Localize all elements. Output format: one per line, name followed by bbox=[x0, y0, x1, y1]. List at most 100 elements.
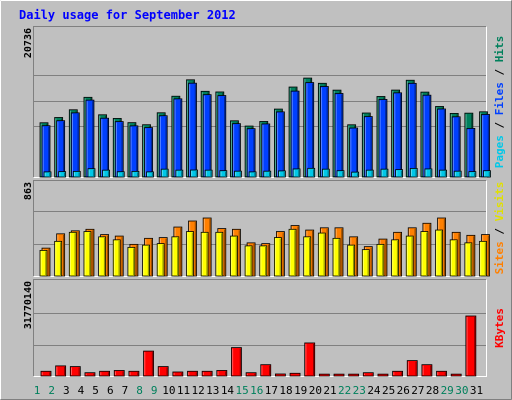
bar-middle-sites-day-19 bbox=[303, 236, 312, 277]
day-4-middle-bars bbox=[83, 228, 95, 277]
bar-top-files-day-24 bbox=[378, 99, 388, 178]
day-20-middle-bars bbox=[317, 227, 329, 277]
bar-bottom-kbytes-day-19 bbox=[304, 342, 316, 377]
bar-middle-sites-day-25-fill bbox=[391, 239, 400, 277]
bar-middle-sites-day-11-fill bbox=[186, 231, 194, 277]
x-tick-label-29: 29 bbox=[441, 384, 454, 397]
day-18-top-bars bbox=[288, 86, 301, 178]
bar-bottom-kbytes-day-3 bbox=[69, 366, 81, 377]
day-17-bottom-bars bbox=[274, 373, 286, 377]
bar-middle-sites-day-2 bbox=[54, 240, 63, 277]
bar-top-files-day-31 bbox=[481, 114, 490, 178]
bar-bottom-kbytes-day-16 bbox=[260, 364, 272, 377]
bar-top-files-day-25 bbox=[393, 92, 403, 178]
x-tick-label-6: 6 bbox=[107, 384, 114, 397]
bar-middle-sites-day-17 bbox=[273, 237, 282, 277]
bar-middle-sites-day-4-fill bbox=[83, 231, 92, 277]
bar-top-files-day-2 bbox=[56, 120, 66, 178]
bar-middle-sites-day-24-fill bbox=[376, 243, 385, 277]
day-6-bottom-bars bbox=[113, 370, 125, 377]
bar-middle-sites-day-26 bbox=[405, 235, 414, 277]
bar-bottom-kbytes-day-17-fill bbox=[274, 373, 286, 377]
day-1-bottom-bars bbox=[40, 370, 52, 377]
bar-middle-sites-day-30-fill bbox=[464, 242, 473, 277]
panel-top-bevel-light bbox=[33, 26, 487, 178]
bar-middle-sites-day-18 bbox=[288, 228, 297, 277]
day-3-top-bars bbox=[68, 109, 81, 178]
bar-top-pages-day-17-fill bbox=[277, 170, 286, 178]
bar-bottom-kbytes-day-15-fill bbox=[245, 372, 257, 377]
bar-bottom-kbytes-day-29 bbox=[450, 373, 462, 377]
bar-top-pages-day-7-fill bbox=[131, 170, 140, 178]
bar-top-pages-day-7 bbox=[131, 170, 140, 178]
panel-middle-ylabel-part-2: Visits bbox=[493, 182, 506, 222]
bar-bottom-kbytes-day-22 bbox=[348, 373, 360, 377]
panel-top-ylabel-part-0: Pages bbox=[493, 135, 506, 168]
bar-bottom-kbytes-day-26 bbox=[406, 360, 418, 377]
bar-middle-sites-day-20 bbox=[317, 232, 326, 277]
bar-middle-sites-day-4 bbox=[83, 231, 92, 277]
bar-middle-sites-day-10 bbox=[171, 236, 180, 277]
bar-bottom-kbytes-day-25 bbox=[392, 370, 404, 377]
day-30-bottom-bars bbox=[465, 315, 477, 377]
bar-bottom-kbytes-day-13 bbox=[216, 370, 228, 377]
day-8-bottom-bars bbox=[143, 350, 154, 377]
bar-middle-sites-day-1 bbox=[39, 249, 48, 277]
bar-top-pages-day-26 bbox=[409, 168, 418, 178]
bar-bottom-kbytes-day-9-fill bbox=[157, 366, 169, 377]
bar-top-pages-day-19-fill bbox=[307, 167, 316, 178]
bar-middle-sites-day-17-fill bbox=[273, 237, 282, 277]
bar-bottom-kbytes-day-25-fill bbox=[392, 370, 404, 377]
bar-top-pages-day-20 bbox=[321, 168, 330, 178]
bar-middle-sites-day-24 bbox=[376, 243, 385, 277]
day-19-bottom-bars bbox=[304, 342, 316, 377]
bar-middle-sites-day-14 bbox=[230, 235, 238, 277]
x-tick-label-18: 18 bbox=[279, 384, 292, 397]
day-20-bottom-bars bbox=[318, 373, 330, 377]
bar-top-pages-day-15-fill bbox=[248, 171, 257, 178]
x-tick-label-1: 1 bbox=[34, 384, 41, 397]
bar-bottom-kbytes-day-6 bbox=[113, 370, 125, 377]
day-31-top-bars bbox=[479, 111, 491, 178]
bar-middle-sites-day-15 bbox=[244, 245, 253, 277]
bar-bottom-kbytes-day-30 bbox=[465, 315, 477, 377]
day-25-bottom-bars bbox=[392, 370, 404, 377]
bar-top-pages-day-15 bbox=[248, 171, 257, 178]
bar-top-pages-day-4 bbox=[87, 168, 96, 178]
bar-top-pages-day-28 bbox=[439, 169, 447, 178]
day-9-bottom-bars bbox=[157, 366, 169, 377]
x-tick-label-19: 19 bbox=[294, 384, 307, 397]
bar-top-pages-day-5-fill bbox=[102, 169, 110, 178]
bar-middle-sites-day-9-fill bbox=[156, 243, 165, 277]
bar-top-pages-day-2-fill bbox=[58, 171, 67, 178]
bar-middle-sites-day-1-fill bbox=[39, 249, 48, 277]
bar-top-pages-day-18-fill bbox=[292, 168, 301, 178]
x-tick-label-12: 12 bbox=[192, 384, 205, 397]
panel-top-ylabel-part-4: Hits bbox=[493, 36, 506, 63]
panel-middle-bevel-light bbox=[33, 180, 487, 277]
day-24-middle-bars bbox=[376, 238, 388, 277]
bar-bottom-kbytes-day-26-fill bbox=[406, 360, 418, 377]
day-10-top-bars bbox=[171, 95, 184, 178]
bar-middle-sites-day-29 bbox=[449, 239, 458, 277]
bar-middle-sites-day-19-fill bbox=[303, 236, 312, 277]
bar-bottom-kbytes-day-1-fill bbox=[40, 370, 52, 377]
bar-top-pages-day-14 bbox=[234, 170, 242, 178]
x-tick-label-22: 22 bbox=[338, 384, 351, 397]
bar-top-pages-day-2 bbox=[58, 171, 67, 178]
bar-top-files-day-5 bbox=[100, 117, 109, 178]
day-4-bottom-bars bbox=[84, 372, 96, 377]
x-tick-label-11: 11 bbox=[177, 384, 190, 397]
panel-bottom-background bbox=[33, 279, 487, 377]
bar-middle-sites-day-6-fill bbox=[112, 239, 121, 277]
bar-middle-sites-day-13-fill bbox=[215, 231, 224, 277]
day-2-top-bars bbox=[54, 117, 67, 178]
day-3-bottom-bars bbox=[69, 366, 81, 377]
bar-middle-sites-day-22 bbox=[347, 244, 356, 277]
panel-top-ymax-label: 20736 bbox=[23, 28, 34, 58]
day-18-middle-bars bbox=[288, 225, 300, 277]
day-7-bottom-bars bbox=[128, 370, 140, 377]
bar-middle-sites-day-30 bbox=[464, 242, 473, 277]
chart-panels: 20736 Pages / Files / Hits 863 Sites / Visi… bbox=[23, 26, 506, 377]
panel-top-ylabel-part-3: / bbox=[493, 62, 506, 82]
